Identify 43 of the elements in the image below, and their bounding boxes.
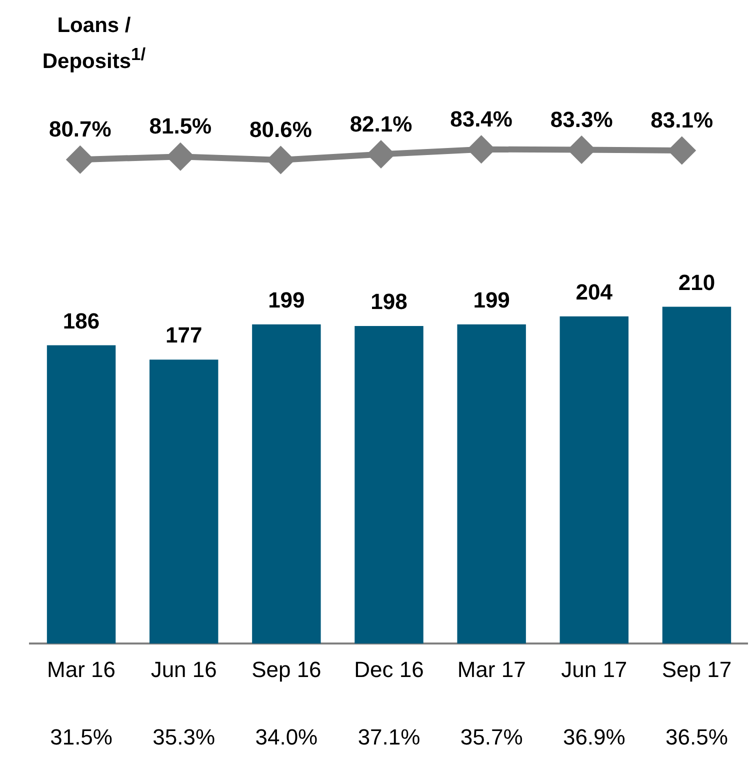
- text: 36.5%: [666, 724, 728, 750]
- x-tick-label: Sep 17: [662, 656, 732, 682]
- bar: [354, 326, 424, 644]
- point: [67, 146, 94, 173]
- data-label: 83.1%: [650, 108, 714, 133]
- bar: [560, 316, 629, 644]
- x-tick-label: Jun 17: [561, 656, 628, 682]
- chart-title: Loans / Deposits$^{1/}$: [41, 13, 147, 75]
- text: 34.0%: [255, 724, 318, 750]
- point: [268, 147, 294, 173]
- text: 37.1%: [358, 724, 420, 750]
- data-label: 83.3%: [550, 106, 613, 132]
- data-label: 199: [268, 287, 305, 312]
- x-tick-label: Jun 16: [150, 656, 217, 682]
- data-label: 80.7%: [48, 116, 112, 142]
- data-label: 198: [370, 289, 408, 314]
- bar: [457, 324, 526, 644]
- data-label: 80.6%: [250, 117, 312, 142]
- data-label: 82.1%: [350, 111, 412, 136]
- data-label: 177: [166, 322, 202, 348]
- x-tick-label: Mar 17: [457, 656, 526, 682]
- data-label: 210: [678, 270, 716, 295]
- text: 35.3%: [152, 724, 216, 750]
- data-label: 204: [576, 279, 614, 304]
- point: [368, 141, 394, 168]
- text: 31.5%: [50, 724, 112, 750]
- text: 36.9%: [562, 724, 626, 750]
- point: [568, 136, 595, 163]
- bar: [252, 324, 321, 644]
- bar: [662, 306, 732, 644]
- data-label: 81.5%: [149, 114, 212, 139]
- point: [468, 136, 494, 162]
- data-label: 83.4%: [450, 106, 512, 132]
- text: 35.7%: [460, 724, 523, 750]
- x-tick-label: Sep 16: [252, 656, 322, 682]
- bar: [149, 360, 218, 644]
- data-label: 199: [473, 287, 510, 312]
- x-tick-label: Dec 16: [354, 656, 424, 682]
- point: [167, 144, 194, 170]
- point: [668, 137, 695, 164]
- x-tick-label: Mar 16: [47, 656, 116, 682]
- bar: [46, 345, 116, 644]
- data-label: 186: [62, 308, 100, 334]
